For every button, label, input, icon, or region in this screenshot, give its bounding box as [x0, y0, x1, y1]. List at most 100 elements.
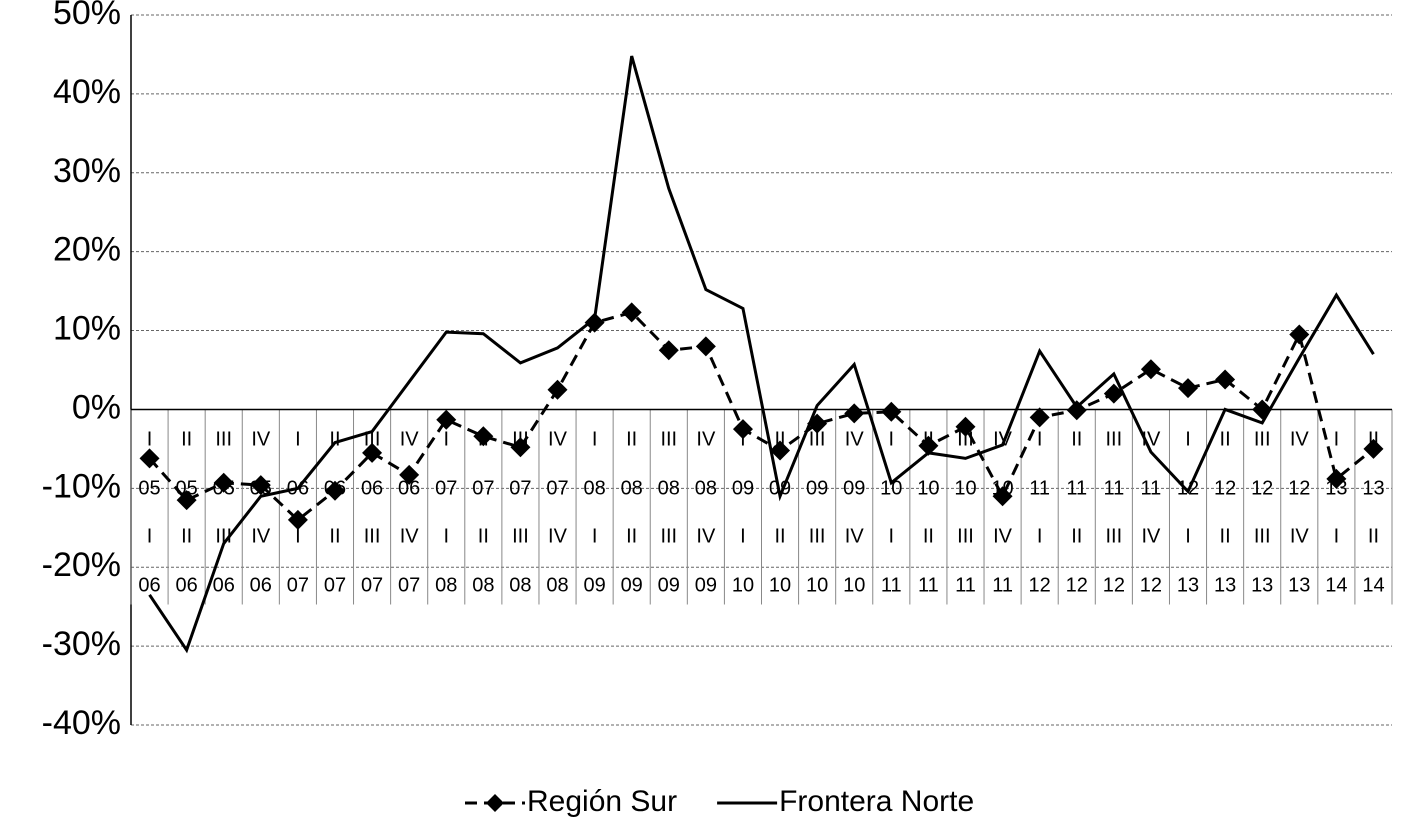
y-tick-label: 10% — [53, 310, 121, 348]
data-point — [1103, 383, 1124, 404]
y-tick-label: -20% — [42, 546, 121, 584]
x-tick-label: 06 — [213, 575, 235, 597]
x-tick-label: 06 — [138, 575, 160, 597]
x-tick-label: I — [443, 429, 449, 451]
x-tick-label: I — [1334, 429, 1340, 451]
x-tick-label: 07 — [435, 478, 457, 500]
x-tick-label: IV — [1141, 526, 1161, 548]
x-tick-label: 08 — [472, 575, 494, 597]
x-tick-label: 08 — [435, 575, 457, 597]
x-tick-label: IV — [548, 429, 568, 451]
x-tick-label: 09 — [658, 575, 680, 597]
x-tick-label: 14 — [1325, 575, 1347, 597]
y-tick-label: -30% — [42, 625, 121, 663]
x-tick-label: 11 — [1141, 478, 1162, 500]
x-tick-label: 10 — [732, 575, 754, 597]
data-point — [1289, 324, 1310, 345]
x-tick-label: I — [1037, 429, 1043, 451]
data-point — [287, 509, 308, 530]
x-tick-label: 08 — [658, 478, 680, 500]
series-line — [148, 310, 1375, 522]
x-tick-label: 14 — [1362, 575, 1384, 597]
x-tick-label: IV — [1290, 526, 1310, 548]
data-point — [732, 419, 753, 440]
data-point — [399, 464, 420, 485]
x-tick-label: III — [215, 429, 232, 451]
x-tick-label: III — [809, 526, 826, 548]
x-tick-label: IV — [251, 526, 271, 548]
x-tick-label: 12 — [1029, 575, 1051, 597]
x-tick-label: II — [1220, 429, 1231, 451]
x-tick-label: 08 — [583, 478, 605, 500]
y-tick-label: 50% — [53, 0, 121, 32]
x-tick-label: 07 — [398, 575, 420, 597]
x-tick-label: 10 — [769, 575, 791, 597]
y-tick-label: -40% — [42, 704, 121, 742]
x-tick-label: 09 — [695, 575, 717, 597]
x-tick-label: 11 — [955, 575, 976, 597]
x-tick-label: 12 — [1214, 478, 1236, 500]
series-line — [148, 55, 1375, 654]
x-tick-label: IV — [400, 429, 420, 451]
x-tick-label: 09 — [732, 478, 754, 500]
legend-label: Región Sur — [527, 785, 677, 818]
x-tick-label: 11 — [1066, 478, 1087, 500]
data-point — [362, 442, 383, 463]
data-point — [1140, 359, 1161, 380]
x-tick-label: 09 — [583, 575, 605, 597]
x-tick-label: 09 — [621, 575, 643, 597]
x-tick-label: II — [626, 429, 637, 451]
x-tick-label: 08 — [695, 478, 717, 500]
x-tick-label: I — [889, 429, 895, 451]
x-tick-label: 07 — [509, 478, 531, 500]
x-tick-label: I — [1037, 526, 1043, 548]
x-tick-label: III — [957, 526, 974, 548]
x-tick-label: III — [1106, 526, 1123, 548]
x-tick-label: 13 — [1214, 575, 1236, 597]
x-tick-label: 13 — [1177, 575, 1199, 597]
x-tick-label: I — [889, 526, 895, 548]
x-tick-label: 10 — [917, 478, 939, 500]
x-tick-label: I — [740, 429, 746, 451]
x-tick-label: IV — [845, 429, 865, 451]
data-point — [992, 486, 1013, 507]
data-point — [881, 401, 902, 422]
x-tick-label: III — [1106, 429, 1123, 451]
x-tick-label: 06 — [250, 575, 272, 597]
x-tick-label: I — [147, 526, 153, 548]
x-tick-label: 08 — [509, 575, 531, 597]
data-point — [436, 409, 457, 430]
x-tick-label: I — [443, 526, 449, 548]
x-tick-label: 07 — [546, 478, 568, 500]
x-tick-label: III — [809, 429, 826, 451]
x-tick-label: I — [1334, 526, 1340, 548]
data-point — [324, 480, 345, 501]
x-tick-label: I — [295, 429, 301, 451]
data-point — [621, 302, 642, 323]
x-tick-label: 10 — [880, 478, 902, 500]
x-tick-label: IV — [993, 526, 1013, 548]
x-tick-label: 07 — [361, 575, 383, 597]
data-point — [695, 336, 716, 357]
x-tick-label: 06 — [398, 478, 420, 500]
x-tick-label: 08 — [546, 575, 568, 597]
x-tick-label: 06 — [361, 478, 383, 500]
data-point — [1326, 468, 1347, 489]
x-tick-label: II — [1368, 526, 1379, 548]
x-tick-label: 07 — [324, 575, 346, 597]
x-tick-label: 12 — [1288, 478, 1310, 500]
data-point — [770, 440, 791, 461]
y-tick-label: 20% — [53, 231, 121, 269]
x-tick-label: IV — [696, 429, 716, 451]
x-tick-label: IV — [548, 526, 568, 548]
x-tick-label: IV — [400, 526, 420, 548]
data-point — [213, 472, 234, 493]
x-tick-label: II — [923, 526, 934, 548]
x-tick-label: 12 — [1251, 478, 1273, 500]
x-tick-label: IV — [251, 429, 271, 451]
x-tick-label: 13 — [1288, 575, 1310, 597]
x-tick-label: II — [774, 429, 785, 451]
x-tick-label: I — [592, 429, 598, 451]
x-tick-label: II — [774, 526, 785, 548]
